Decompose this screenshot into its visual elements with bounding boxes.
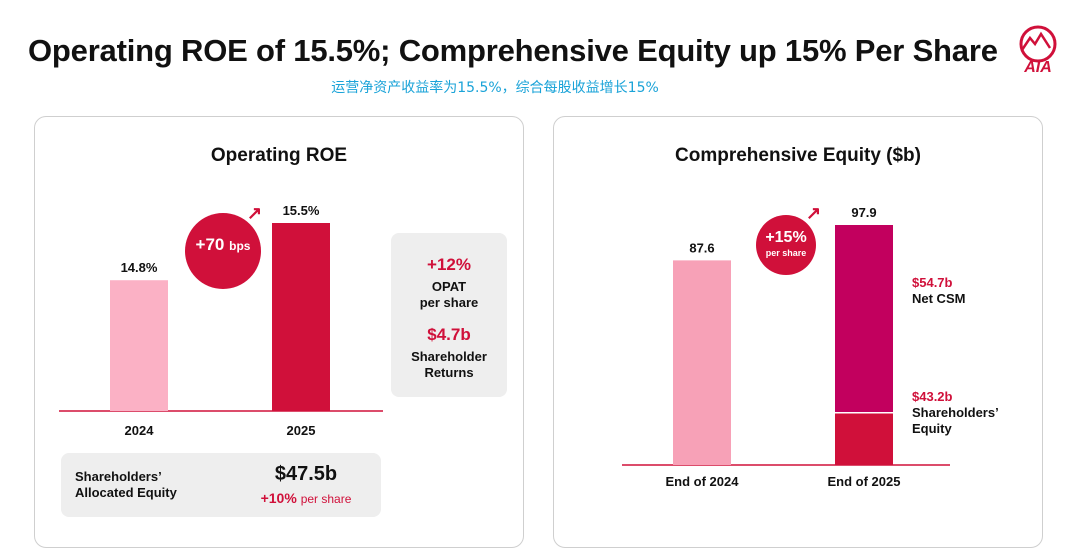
shareholders-equity-value: $43.2b [912,389,953,404]
roe-category-label: 2025 [287,423,316,438]
roe-change-bubble: +70 bps ↗ [185,203,262,289]
comprehensive-equity-title: Comprehensive Equity ($b) [675,145,921,166]
net-csm-label: $54.7b Net CSM [912,275,965,307]
allocated-equity-growth-suffix: per share [300,492,352,506]
equity-bar-end-of-2024-seg-0 [673,260,731,465]
allocated-equity-value: $47.5b [274,463,338,485]
roe-category-label: 2024 [125,423,155,438]
operating-roe-title: Operating ROE [210,145,348,166]
equity-change-unit: per share [765,248,807,258]
page-subtitle: 运营净资产收益率为15.5%，综合每股收益增长15% [331,80,659,96]
equity-data-label: 87.6 [689,240,714,255]
allocated-equity-growth: +10% [260,490,297,506]
equity-category-label: End of 2025 [828,474,901,489]
net-csm-value: $54.7b [912,275,953,290]
aia-logo-icon: AIA [1019,25,1057,76]
roe-bar-2025 [272,223,330,411]
equity-bar-end-of-2025-seg-0 [835,412,893,465]
operating-roe-panel: Operating ROE 14.8% 2024 15.5% 2025 +70 bps… [34,116,524,548]
comprehensive-equity-panel: Comprehensive Equity ($b) 87.6 End of 202… [553,116,1043,548]
roe-data-label: 14.8% [121,260,158,275]
returns-label-1: Shareholder [411,349,487,364]
roe-side-card: +12% OPAT per share $4.7b Shareholder Re… [391,233,507,397]
opat-value: +12% [427,255,471,274]
allocated-equity-card: Shareholders’ Allocated Equity $47.5b +1… [61,453,381,517]
allocated-equity-label-1: Shareholders’ [75,469,162,484]
equity-data-label: 97.9 [851,205,876,220]
page-title: Operating ROE of 15.5%; Comprehensive Eq… [28,33,998,68]
roe-bar-2024 [110,280,168,411]
equity-change-bubble: +15% per share ↗ [756,203,821,275]
shareholders-equity-text-2: Equity [912,421,952,436]
shareholders-equity-text-1: Shareholders’ [912,405,999,420]
operating-roe-chart: 14.8% 2024 15.5% 2025 [59,203,383,438]
equity-bar-end-of-2025-seg-1 [835,225,893,413]
roe-data-label: 15.5% [283,203,320,218]
comprehensive-equity-chart: 87.6 End of 2024 97.9 End of 2025 [622,205,950,489]
up-right-arrow-icon: ↗ [247,203,263,223]
returns-label-2: Returns [424,365,474,380]
up-right-arrow-icon: ↗ [806,203,822,223]
roe-change-value: +70 [195,235,225,254]
logo-text: AIA [1023,59,1052,76]
roe-change-unit: bps [229,239,251,253]
net-csm-text: Net CSM [912,291,966,306]
equity-category-label: End of 2024 [666,474,740,489]
returns-value: $4.7b [427,325,471,344]
shareholders-equity-label: $43.2b Shareholders’ Equity [912,389,999,437]
opat-label-2: per share [419,295,479,310]
equity-change-value: +15% [765,229,807,246]
opat-label-1: OPAT [431,279,467,294]
allocated-equity-label-2: Allocated Equity [75,485,177,500]
